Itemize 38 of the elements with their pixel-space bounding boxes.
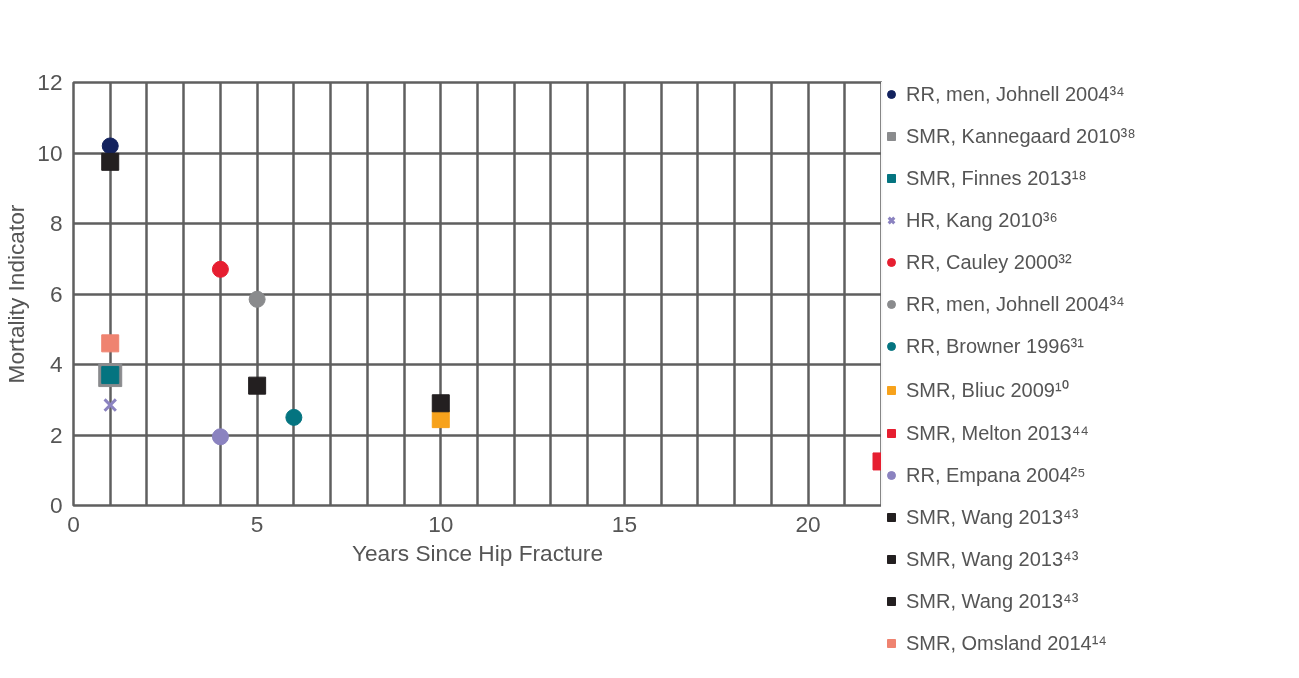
y-tick-label: 4 xyxy=(49,351,63,377)
point xyxy=(211,260,229,278)
y-tick-label: 8 xyxy=(49,210,63,236)
legend-label: RR, Empana 2004²⁵ xyxy=(906,463,1086,487)
x-tick-label: 0 xyxy=(67,510,80,537)
y-tick-label: 6 xyxy=(49,280,63,307)
y-axis-title: Mortality Indicator xyxy=(3,204,30,384)
legend-label: SMR, Wang 2013⁴³ xyxy=(906,505,1079,529)
legend-label: SMR, Omsland 2014¹⁴ xyxy=(906,631,1107,655)
legend-label: SMR, Wang 2013⁴³ xyxy=(906,547,1079,571)
x-tick-label: 15 xyxy=(611,510,638,537)
x-tick-label: 20 xyxy=(795,510,821,537)
legend-label: RR, men, Johnell 2004³⁴ xyxy=(906,82,1125,106)
point xyxy=(101,137,119,155)
point xyxy=(248,290,266,308)
point xyxy=(211,428,229,446)
legend-label: RR, Cauley 2000³² xyxy=(906,250,1072,274)
legend-label: RR, men, Johnell 2004³⁴ xyxy=(906,292,1125,316)
point xyxy=(101,152,120,171)
point xyxy=(103,397,118,413)
y-tick-label: 10 xyxy=(37,139,63,166)
legend-label: SMR, Wang 2013⁴³ xyxy=(906,589,1079,613)
x-tick-label: 10 xyxy=(428,510,454,537)
legend-label: RR, Browner 1996³¹ xyxy=(906,334,1084,358)
legend-label: SMR, Melton 2013⁴⁴ xyxy=(906,421,1089,445)
x-tick-label: 5 xyxy=(250,510,264,537)
y-tick-label: 2 xyxy=(49,421,63,448)
legend-label: HR, Kang 2010³⁶ xyxy=(906,208,1058,232)
point xyxy=(431,394,450,413)
point xyxy=(101,334,120,353)
legend-label: SMR, Finnes 2013¹⁸ xyxy=(906,166,1087,190)
point xyxy=(285,408,303,426)
x-axis-title: Years Since Hip Fracture xyxy=(351,539,604,566)
point xyxy=(248,376,267,395)
legend-label: SMR, Bliuc 2009¹⁰ xyxy=(906,378,1069,403)
y-tick-label: 12 xyxy=(37,69,63,95)
y-tick-label: 0 xyxy=(49,492,63,518)
legend-label: SMR, Kannegaard 2010³⁸ xyxy=(906,124,1136,148)
